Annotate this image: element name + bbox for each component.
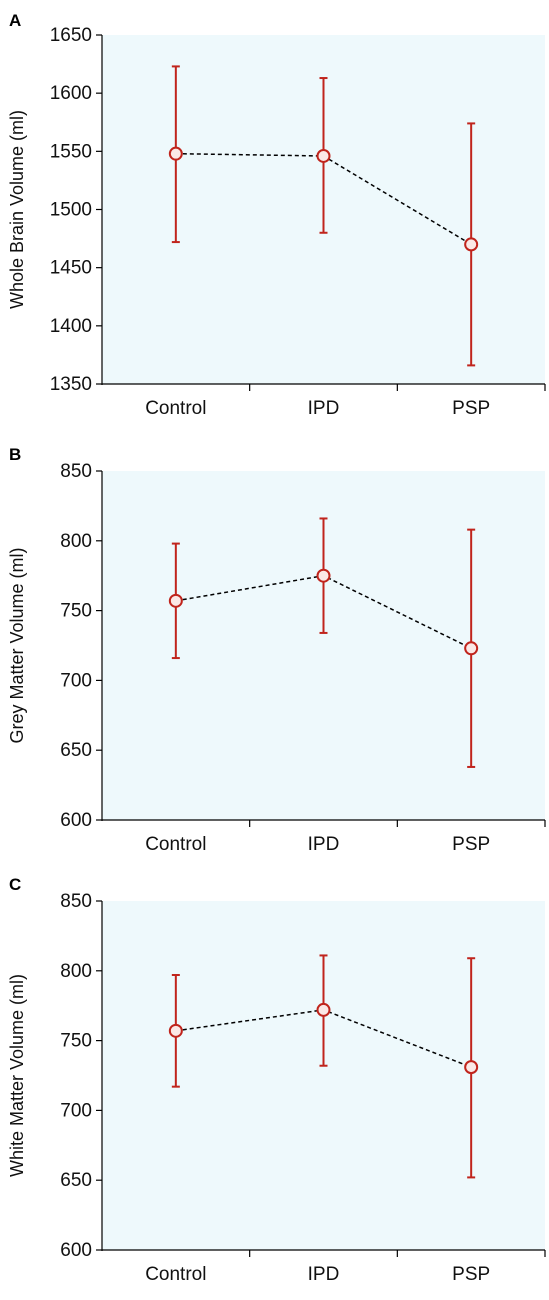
x-tick-label-ipd: IPD bbox=[308, 398, 340, 419]
data-point-psp bbox=[464, 237, 479, 252]
x-tick-label-psp: PSP bbox=[452, 834, 490, 855]
y-tick-label: 700 bbox=[60, 1100, 92, 1121]
panel-b: B 600 650 700 750 800 850 Control IPD PSP Grey Mat… bbox=[7, 445, 546, 855]
panel-a: A 1350 1400 1450 1500 1550 1600 1650 Control IPD P… bbox=[7, 11, 546, 419]
panel-c: C 600 650 700 750 800 850 Control IPD PSP White Ma… bbox=[7, 875, 546, 1285]
y-tick-label: 600 bbox=[60, 810, 92, 831]
y-tick-label: 800 bbox=[60, 961, 92, 982]
y-tick-label: 1600 bbox=[50, 83, 92, 104]
panel-letter: B bbox=[9, 445, 21, 464]
y-tick-label: 650 bbox=[60, 1170, 92, 1191]
y-tick-label: 750 bbox=[60, 1031, 92, 1052]
x-tick-label-control: Control bbox=[145, 1264, 206, 1285]
y-tick-label: 600 bbox=[60, 1240, 92, 1261]
y-tick-label: 700 bbox=[60, 670, 92, 691]
data-point-control bbox=[168, 593, 183, 608]
data-point-ipd bbox=[316, 1002, 331, 1017]
x-tick-label-psp: PSP bbox=[452, 398, 490, 419]
y-tick-label: 1350 bbox=[50, 374, 92, 395]
data-point-control bbox=[168, 1023, 183, 1038]
data-point-psp bbox=[464, 641, 479, 656]
y-tick-label: 1450 bbox=[50, 258, 92, 279]
y-tick-label: 1400 bbox=[50, 316, 92, 337]
data-point-ipd bbox=[316, 148, 331, 163]
y-tick-label: 1650 bbox=[50, 25, 92, 46]
x-tick-label-ipd: IPD bbox=[308, 834, 340, 855]
y-tick-label: 800 bbox=[60, 531, 92, 552]
y-tick-label: 750 bbox=[60, 601, 92, 622]
x-tick-label-control: Control bbox=[145, 834, 206, 855]
y-axis-title: Whole Brain Volume (ml) bbox=[7, 110, 27, 309]
y-axis-title: Grey Matter Volume (ml) bbox=[7, 547, 27, 743]
y-tick-label: 650 bbox=[60, 740, 92, 761]
y-tick-label: 1500 bbox=[50, 200, 92, 221]
data-point-psp bbox=[464, 1060, 479, 1075]
x-tick-label-ipd: IPD bbox=[308, 1264, 340, 1285]
y-tick-label: 850 bbox=[60, 891, 92, 912]
data-point-control bbox=[168, 146, 183, 161]
panel-letter: A bbox=[9, 11, 21, 30]
y-tick-label: 1550 bbox=[50, 141, 92, 162]
y-tick-label: 850 bbox=[60, 461, 92, 482]
x-tick-label-control: Control bbox=[145, 398, 206, 419]
data-point-ipd bbox=[316, 568, 331, 583]
panel-letter: C bbox=[9, 875, 21, 894]
plot-area bbox=[102, 901, 545, 1250]
x-tick-label-psp: PSP bbox=[452, 1264, 490, 1285]
y-axis-title: White Matter Volume (ml) bbox=[7, 974, 27, 1177]
